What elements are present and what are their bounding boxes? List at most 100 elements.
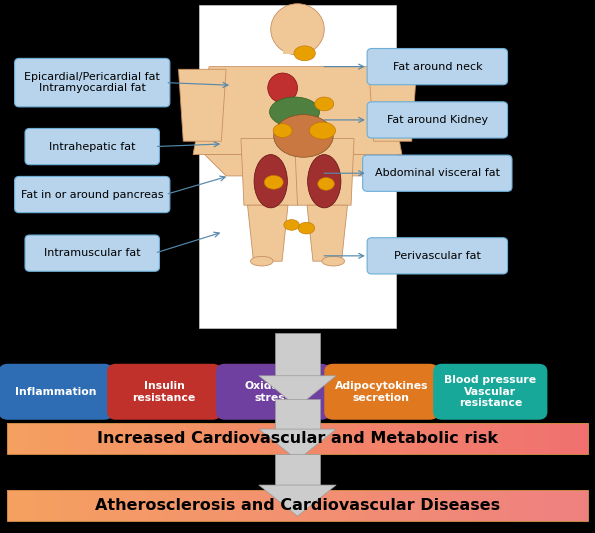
Bar bbox=[215, 423, 221, 454]
Bar bbox=[225, 490, 230, 521]
Bar bbox=[549, 490, 555, 521]
Bar bbox=[472, 423, 477, 454]
Bar bbox=[254, 490, 259, 521]
Bar bbox=[278, 490, 284, 521]
Bar bbox=[501, 423, 506, 454]
Bar bbox=[350, 490, 356, 521]
Bar bbox=[515, 423, 521, 454]
Bar bbox=[273, 490, 278, 521]
Bar bbox=[196, 423, 201, 454]
Bar bbox=[491, 423, 496, 454]
Bar bbox=[390, 490, 395, 521]
Bar bbox=[365, 490, 371, 521]
Bar bbox=[496, 490, 502, 521]
Bar bbox=[443, 490, 448, 521]
Bar bbox=[457, 423, 463, 454]
Bar bbox=[80, 423, 85, 454]
Bar bbox=[462, 423, 468, 454]
Bar bbox=[520, 423, 525, 454]
Bar bbox=[563, 490, 569, 521]
Text: Atherosclerosis and Cardiovascular Diseases: Atherosclerosis and Cardiovascular Disea… bbox=[95, 498, 500, 513]
Bar bbox=[138, 423, 143, 454]
Text: Intramuscular fat: Intramuscular fat bbox=[44, 248, 140, 258]
Bar bbox=[423, 490, 429, 521]
Bar bbox=[578, 423, 584, 454]
Bar bbox=[361, 490, 366, 521]
FancyBboxPatch shape bbox=[367, 102, 508, 138]
Bar bbox=[443, 423, 448, 454]
Bar bbox=[225, 423, 230, 454]
Bar bbox=[220, 423, 226, 454]
Polygon shape bbox=[369, 69, 416, 141]
Bar bbox=[481, 423, 487, 454]
Bar bbox=[275, 454, 320, 485]
Bar bbox=[157, 490, 162, 521]
Bar bbox=[80, 490, 85, 521]
Text: Abdominal visceral fat: Abdominal visceral fat bbox=[375, 168, 500, 178]
Bar bbox=[467, 490, 472, 521]
Bar bbox=[525, 423, 530, 454]
Bar bbox=[46, 423, 51, 454]
Bar bbox=[199, 5, 396, 328]
Bar bbox=[331, 423, 337, 454]
Bar bbox=[447, 423, 453, 454]
Bar bbox=[404, 490, 409, 521]
Bar bbox=[283, 43, 312, 54]
Bar bbox=[346, 490, 351, 521]
Bar bbox=[191, 423, 196, 454]
Bar bbox=[7, 423, 588, 454]
Bar bbox=[84, 423, 90, 454]
Bar bbox=[365, 423, 371, 454]
Bar bbox=[327, 423, 332, 454]
FancyBboxPatch shape bbox=[367, 238, 508, 274]
Bar bbox=[205, 423, 211, 454]
Bar bbox=[535, 490, 540, 521]
Bar bbox=[346, 423, 351, 454]
Bar bbox=[205, 490, 211, 521]
Text: Intrahepatic fat: Intrahepatic fat bbox=[49, 142, 136, 151]
Bar bbox=[428, 490, 434, 521]
Bar bbox=[7, 423, 12, 454]
Bar bbox=[491, 490, 496, 521]
Bar bbox=[273, 423, 278, 454]
Text: Adipocytokines
secretion: Adipocytokines secretion bbox=[334, 381, 428, 402]
Bar bbox=[60, 423, 66, 454]
Bar bbox=[317, 490, 322, 521]
Bar bbox=[394, 423, 400, 454]
Bar bbox=[520, 490, 525, 521]
FancyBboxPatch shape bbox=[107, 364, 221, 420]
Polygon shape bbox=[178, 69, 226, 141]
Bar bbox=[114, 490, 119, 521]
Bar bbox=[298, 423, 303, 454]
Bar bbox=[152, 490, 158, 521]
Bar bbox=[264, 423, 269, 454]
Bar bbox=[7, 490, 588, 521]
Bar bbox=[583, 490, 588, 521]
Bar bbox=[239, 490, 245, 521]
Bar bbox=[559, 423, 564, 454]
Bar bbox=[275, 399, 320, 429]
Bar bbox=[336, 490, 342, 521]
Bar bbox=[75, 423, 80, 454]
Bar bbox=[452, 490, 458, 521]
Bar bbox=[515, 490, 521, 521]
Bar bbox=[331, 490, 337, 521]
Bar bbox=[148, 490, 153, 521]
Bar bbox=[181, 490, 187, 521]
Bar bbox=[143, 490, 148, 521]
Bar bbox=[249, 490, 255, 521]
Bar bbox=[60, 490, 66, 521]
Bar bbox=[27, 423, 32, 454]
Bar bbox=[75, 490, 80, 521]
Bar bbox=[361, 423, 366, 454]
Bar bbox=[186, 490, 192, 521]
Bar bbox=[89, 423, 95, 454]
Bar bbox=[384, 423, 390, 454]
Bar bbox=[128, 423, 133, 454]
Bar bbox=[486, 423, 491, 454]
Bar bbox=[307, 490, 312, 521]
Bar bbox=[55, 490, 61, 521]
Text: Oxidative
stress: Oxidative stress bbox=[244, 381, 302, 402]
Bar bbox=[501, 490, 506, 521]
Bar bbox=[21, 490, 27, 521]
